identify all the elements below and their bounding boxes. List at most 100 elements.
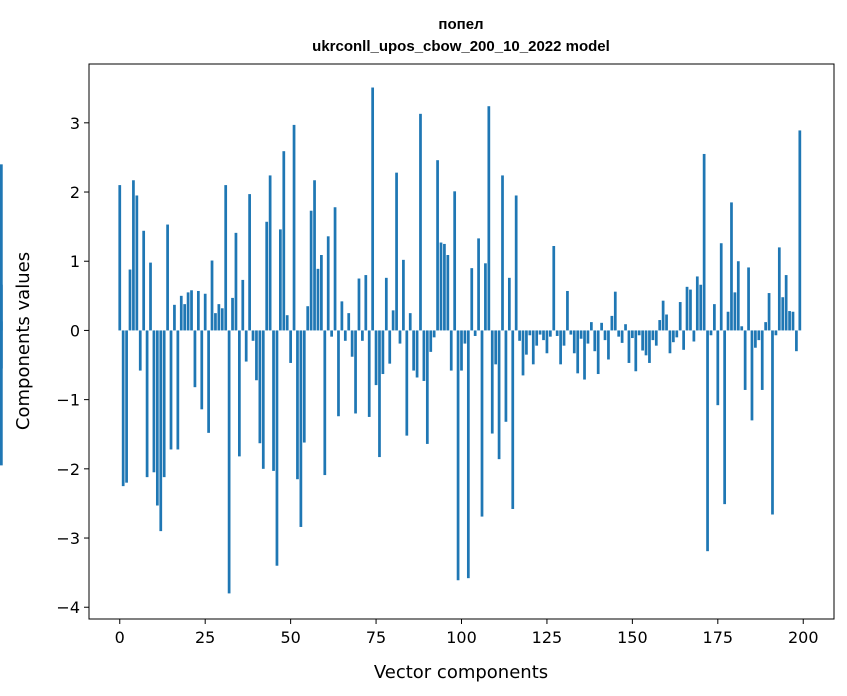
- bar: [730, 202, 733, 331]
- bar: [118, 185, 122, 331]
- bar: [706, 330, 709, 552]
- bar: [736, 261, 740, 331]
- bar: [279, 229, 282, 331]
- bar: [743, 330, 747, 390]
- bar: [470, 268, 474, 331]
- bar: [149, 262, 152, 331]
- bar: [425, 330, 429, 444]
- bar: [350, 330, 354, 357]
- bar: [135, 195, 139, 331]
- bar: [272, 330, 275, 471]
- bar: [795, 330, 798, 352]
- bar: [179, 295, 183, 331]
- bar: [719, 243, 723, 331]
- bar: [764, 322, 768, 331]
- x-tick-label: 0: [115, 628, 125, 647]
- bar: [473, 330, 477, 336]
- bar: [678, 302, 682, 331]
- bar: [648, 330, 651, 363]
- bar: [361, 330, 364, 341]
- bar: [654, 330, 658, 346]
- bar: [600, 322, 603, 331]
- bar: [289, 330, 292, 363]
- bar: [525, 330, 528, 355]
- bar: [296, 330, 299, 480]
- bar: [542, 330, 545, 341]
- bar: [234, 232, 238, 331]
- bar: [716, 330, 720, 406]
- bar: [364, 275, 368, 331]
- bar: [302, 330, 306, 443]
- bar: [381, 330, 385, 375]
- bar: [367, 330, 371, 417]
- bar: [330, 330, 333, 337]
- y-tick-label: 1: [70, 252, 80, 271]
- bar: [685, 286, 689, 331]
- bar: [306, 306, 310, 331]
- bar: [388, 330, 392, 364]
- bar: [313, 180, 316, 331]
- bar: [644, 330, 648, 356]
- bar: [494, 330, 498, 365]
- bar: [333, 207, 337, 331]
- x-axis-ticks: 0 25 50 75 100 125 150 175 200: [115, 619, 819, 647]
- bar: [692, 330, 696, 342]
- bar: [504, 330, 508, 422]
- bar: [699, 284, 703, 331]
- bar: [477, 238, 480, 331]
- bar: [405, 330, 409, 436]
- x-tick-label: 50: [280, 628, 300, 647]
- bar: [460, 330, 463, 371]
- bar: [726, 311, 730, 331]
- bar: [378, 330, 381, 458]
- bar: [682, 330, 685, 350]
- bar: [750, 330, 754, 421]
- bar: [391, 310, 395, 331]
- bar: [733, 292, 737, 331]
- bar: [384, 277, 388, 331]
- bar: [282, 151, 286, 331]
- bar: [0, 330, 3, 466]
- bar: [781, 297, 785, 331]
- bar: [320, 255, 323, 331]
- bar: [323, 330, 327, 476]
- bar: [169, 330, 173, 450]
- bar: [347, 313, 351, 331]
- bar: [658, 320, 662, 331]
- bar: [713, 304, 716, 331]
- bar: [162, 330, 166, 478]
- bar: [521, 330, 525, 376]
- bar: [583, 330, 586, 380]
- bar: [443, 243, 446, 331]
- bar: [562, 330, 566, 346]
- bar: [531, 330, 535, 365]
- x-tick-label: 125: [532, 628, 563, 647]
- bar: [535, 330, 539, 346]
- bar: [227, 330, 231, 594]
- bar: [617, 330, 621, 337]
- bar: [337, 330, 340, 417]
- bar: [501, 175, 504, 331]
- x-tick-label: 100: [446, 628, 477, 647]
- bar: [138, 330, 142, 371]
- x-tick-label: 25: [195, 628, 215, 647]
- bar: [651, 330, 655, 341]
- bar: [186, 292, 190, 331]
- bar: [480, 330, 484, 517]
- x-tick-label: 200: [788, 628, 819, 647]
- bar: [128, 269, 132, 331]
- bar: [357, 278, 361, 331]
- bar: [402, 259, 405, 331]
- bar: [326, 236, 330, 331]
- bar: [593, 330, 597, 352]
- bar: [760, 330, 764, 390]
- bar: [176, 330, 180, 450]
- bar: [497, 330, 501, 460]
- bar: [449, 330, 453, 371]
- bar: [788, 311, 791, 331]
- plot-area-frame: [88, 63, 835, 620]
- x-tick-label: 175: [703, 628, 734, 647]
- bar: [507, 277, 511, 331]
- bar: [408, 313, 412, 331]
